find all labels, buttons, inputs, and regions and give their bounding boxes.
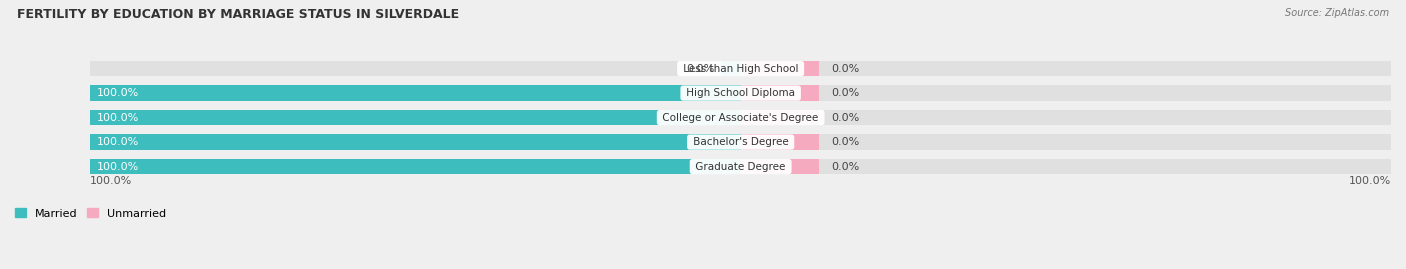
Text: 0.0%: 0.0% bbox=[832, 137, 860, 147]
Text: 100.0%: 100.0% bbox=[1348, 176, 1391, 186]
Text: 100.0%: 100.0% bbox=[97, 88, 139, 98]
Text: Bachelor's Degree: Bachelor's Degree bbox=[690, 137, 792, 147]
Text: 0.0%: 0.0% bbox=[832, 63, 860, 74]
Text: Source: ZipAtlas.com: Source: ZipAtlas.com bbox=[1285, 8, 1389, 18]
Bar bbox=[741, 134, 818, 150]
Bar bbox=[90, 134, 1391, 150]
Bar bbox=[90, 159, 1391, 174]
Bar bbox=[741, 86, 818, 101]
Text: College or Associate's Degree: College or Associate's Degree bbox=[659, 113, 823, 123]
Text: High School Diploma: High School Diploma bbox=[683, 88, 799, 98]
Bar bbox=[90, 61, 1391, 76]
Bar bbox=[90, 86, 741, 101]
Bar bbox=[90, 86, 1391, 101]
Text: 0.0%: 0.0% bbox=[832, 113, 860, 123]
Bar bbox=[721, 61, 741, 76]
Text: 100.0%: 100.0% bbox=[97, 162, 139, 172]
Text: 100.0%: 100.0% bbox=[97, 137, 139, 147]
Bar bbox=[90, 110, 1391, 125]
Text: Graduate Degree: Graduate Degree bbox=[692, 162, 789, 172]
Text: 0.0%: 0.0% bbox=[832, 88, 860, 98]
Bar bbox=[741, 110, 818, 125]
Bar bbox=[90, 134, 741, 150]
Text: 100.0%: 100.0% bbox=[97, 113, 139, 123]
Text: 0.0%: 0.0% bbox=[832, 162, 860, 172]
Bar bbox=[90, 110, 741, 125]
Text: 100.0%: 100.0% bbox=[90, 176, 132, 186]
Text: 0.0%: 0.0% bbox=[686, 63, 714, 74]
Bar bbox=[741, 159, 818, 174]
Bar bbox=[90, 159, 741, 174]
Text: FERTILITY BY EDUCATION BY MARRIAGE STATUS IN SILVERDALE: FERTILITY BY EDUCATION BY MARRIAGE STATU… bbox=[17, 8, 458, 21]
Bar bbox=[741, 61, 818, 76]
Legend: Married, Unmarried: Married, Unmarried bbox=[15, 208, 166, 218]
Text: Less than High School: Less than High School bbox=[679, 63, 801, 74]
